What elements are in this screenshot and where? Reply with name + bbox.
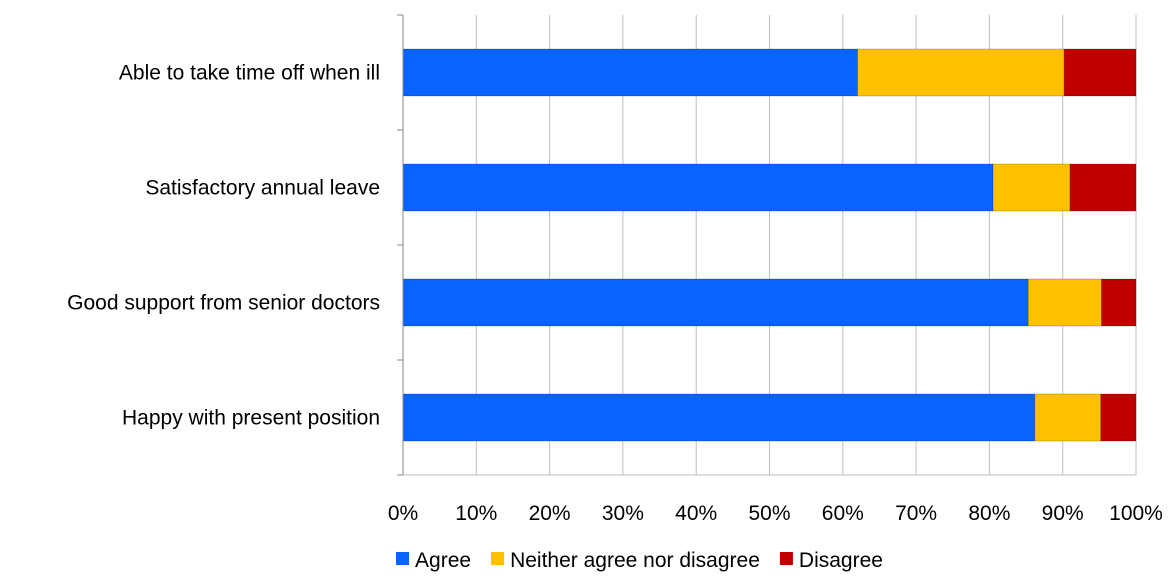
bar-segment-disagree: [1069, 163, 1137, 212]
bar-segment-disagree: [1100, 393, 1137, 442]
x-tick-label: 70%: [895, 502, 937, 525]
x-tick-label: 40%: [675, 502, 717, 525]
legend-swatch: [491, 552, 505, 565]
category-labels: Able to take time off when ill Satisfacto…: [67, 62, 380, 430]
x-tick-label: 100%: [1109, 502, 1163, 525]
x-tick-label: 10%: [455, 502, 497, 525]
bars: [402, 48, 1137, 442]
bar-segment-disagree: [1101, 278, 1137, 327]
legend-label: Disagree: [799, 549, 883, 572]
legend-swatch: [396, 552, 410, 565]
bar-segment-agree: [402, 48, 858, 97]
x-tick-label: 50%: [748, 502, 790, 525]
bar-segment-disagree: [1063, 48, 1137, 97]
legend-label: Agree: [415, 549, 471, 572]
x-tick-label: 30%: [602, 502, 644, 525]
bar-segment-agree: [402, 278, 1029, 327]
category-label: Satisfactory annual leave: [145, 177, 380, 200]
legend: Agree Neither agree nor disagree Disagree: [396, 549, 883, 572]
x-tick-label: 0%: [388, 502, 418, 525]
bar-segment-neither-agree-nor-disagree: [1027, 278, 1102, 327]
bar-segment-neither-agree-nor-disagree: [1034, 393, 1102, 442]
bar-segment-neither-agree-nor-disagree: [992, 163, 1071, 212]
legend-label: Neither agree nor disagree: [510, 549, 760, 572]
x-tick-label: 20%: [529, 502, 571, 525]
x-tick-labels: 0% 10% 20% 30% 40% 50% 60% 70% 80% 90% 100%: [388, 502, 1163, 525]
bar-segment-agree: [402, 163, 994, 212]
axes: [397, 14, 1136, 476]
category-label: Able to take time off when ill: [119, 62, 380, 85]
x-tick-label: 90%: [1042, 502, 1084, 525]
legend-swatch: [779, 552, 793, 565]
x-tick-label: 80%: [968, 502, 1010, 525]
category-label: Happy with present position: [122, 407, 380, 430]
bar-segment-neither-agree-nor-disagree: [857, 48, 1065, 97]
bar-segment-agree: [402, 393, 1036, 442]
category-label: Good support from senior doctors: [67, 292, 380, 315]
x-tick-label: 60%: [822, 502, 864, 525]
